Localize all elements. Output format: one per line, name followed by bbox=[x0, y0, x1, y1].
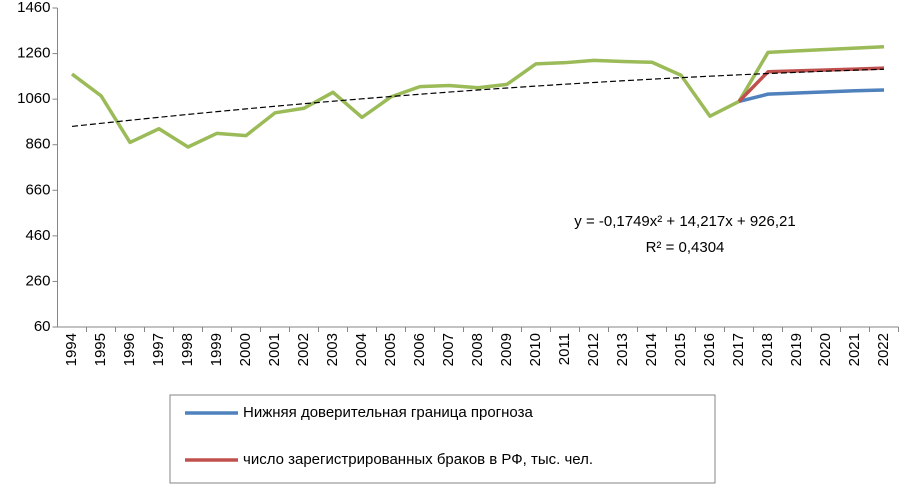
x-tick-label: 2010 bbox=[527, 333, 544, 366]
x-tick-label: 2006 bbox=[411, 333, 428, 366]
x-tick-label: 2020 bbox=[817, 333, 834, 366]
series-line bbox=[70, 44, 885, 149]
x-tick-label: 1997 bbox=[150, 333, 167, 366]
x-tick-label: 2003 bbox=[324, 333, 341, 366]
legend-box bbox=[169, 394, 716, 484]
x-tick-label: 2017 bbox=[730, 333, 747, 366]
y-tick-label: 1060 bbox=[17, 90, 50, 107]
x-tick-label: 2001 bbox=[266, 333, 283, 366]
x-tick-label: 2014 bbox=[643, 333, 660, 366]
trend-line bbox=[71, 68, 885, 128]
y-tick-label: 1260 bbox=[17, 45, 50, 62]
y-tick-label: 660 bbox=[25, 181, 50, 198]
x-tick-label: 2015 bbox=[672, 333, 689, 366]
x-tick-label: 2018 bbox=[759, 333, 776, 366]
x-tick-label: 2011 bbox=[556, 333, 573, 365]
legend-label: Нижняя доверительная граница прогноза bbox=[243, 404, 533, 421]
x-tick-label: 2002 bbox=[295, 333, 312, 366]
y-tick-label: 860 bbox=[25, 136, 50, 153]
y-tick-label: 60 bbox=[34, 318, 51, 335]
x-tick-label: 1996 bbox=[121, 333, 138, 366]
x-tick-label: 2008 bbox=[469, 333, 486, 366]
y-tick-label: 1460 bbox=[17, 0, 50, 16]
x-tick-label: 2009 bbox=[498, 333, 515, 366]
equation: y = -0,1749x² + 14,217x + 926,21 bbox=[574, 213, 795, 230]
series-line bbox=[738, 88, 885, 104]
y-tick-label: 460 bbox=[25, 227, 50, 244]
x-tick-label: 2004 bbox=[353, 333, 370, 366]
series-line bbox=[737, 66, 885, 103]
x-tick-label: 1999 bbox=[208, 333, 225, 366]
x-tick-label: 1998 bbox=[179, 333, 196, 366]
x-tick-label: 1994 bbox=[63, 333, 80, 366]
x-tick-label: 2013 bbox=[614, 333, 631, 366]
x-tick-label: 2016 bbox=[701, 333, 718, 366]
x-tick-label: 2021 bbox=[846, 333, 863, 366]
x-tick-label: 2022 bbox=[875, 333, 892, 366]
legend-label: число зарегистрированных браков в РФ, ты… bbox=[243, 451, 593, 468]
r-squared: R² = 0,4304 bbox=[646, 239, 725, 256]
x-tick-label: 2012 bbox=[585, 333, 602, 366]
x-tick-label: 2000 bbox=[237, 333, 254, 366]
x-tick-label: 2019 bbox=[788, 333, 805, 366]
x-tick-label: 1995 bbox=[92, 333, 109, 366]
x-tick-label: 2007 bbox=[440, 333, 457, 366]
x-tick-label: 2005 bbox=[382, 333, 399, 366]
y-tick-label: 260 bbox=[25, 272, 50, 289]
